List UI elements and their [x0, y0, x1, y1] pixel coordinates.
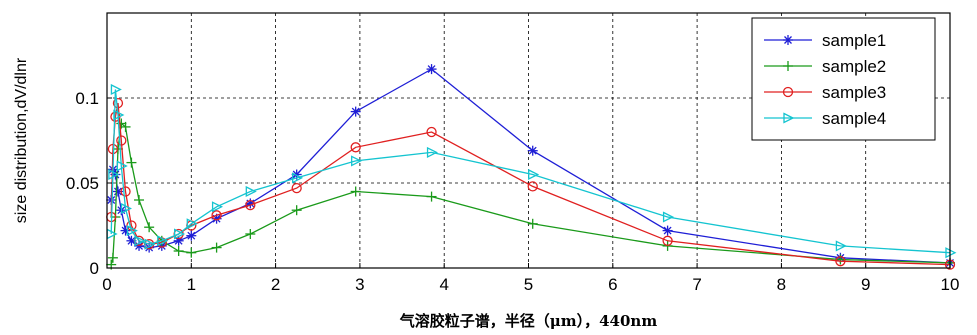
x-tick-label: 10	[941, 275, 960, 294]
data-point-sample3	[350, 142, 361, 153]
data-point-sample1	[662, 225, 673, 236]
data-point-sample4	[120, 202, 132, 215]
data-point-sample4	[108, 168, 120, 181]
x-tick-label: 6	[608, 275, 617, 294]
data-point-sample1	[112, 186, 123, 197]
y-tick-label: 0.05	[66, 174, 99, 193]
data-point-sample2	[126, 157, 137, 168]
x-tick-label: 2	[271, 275, 280, 294]
data-point-sample3	[112, 97, 124, 109]
data-point-sample1	[350, 106, 361, 117]
legend-label: sample2	[822, 57, 886, 76]
data-point-sample3	[245, 199, 256, 211]
data-point-sample4	[211, 201, 224, 213]
legend-entry-sample3: sample3	[764, 83, 886, 102]
data-point-sample1	[527, 145, 538, 156]
data-point-sample3	[120, 186, 131, 197]
x-tick-label: 8	[777, 275, 786, 294]
y-tick-label: 0	[90, 259, 99, 278]
data-point-sample3	[116, 135, 127, 146]
data-point-sample2	[186, 247, 197, 258]
legend-label: sample1	[822, 31, 886, 50]
y-tick-label: 0.1	[75, 89, 99, 108]
series-sample4	[106, 83, 957, 259]
data-point-sample2	[350, 186, 361, 197]
legend-entry-sample4: sample4	[764, 109, 886, 128]
legend-marker	[783, 112, 795, 124]
data-point-sample3	[211, 210, 222, 221]
data-point-sample1	[186, 230, 197, 241]
data-point-sample4	[144, 238, 156, 250]
data-point-sample4	[113, 109, 125, 121]
data-point-sample2	[245, 229, 256, 239]
data-point-sample4	[174, 228, 186, 240]
data-point-sample1	[426, 64, 437, 75]
data-point-sample3	[662, 235, 673, 246]
data-point-sample4	[126, 225, 138, 237]
data-point-sample2	[527, 218, 538, 229]
x-tick-label: 1	[187, 275, 196, 294]
legend-label: sample4	[822, 109, 886, 128]
data-point-sample4	[245, 185, 257, 198]
legend-box	[751, 17, 936, 141]
data-point-sample2	[107, 252, 118, 263]
data-point-sample4	[662, 211, 675, 223]
data-point-sample2	[120, 121, 131, 132]
data-point-sample3	[291, 182, 302, 194]
series-line-sample4	[110, 89, 951, 254]
data-point-sample2	[291, 205, 302, 216]
axis-ticks: 0 1 2 3 4 5 6 7 8 9 10 0 0.05 0.1	[66, 89, 960, 294]
legend: sample1 sample2 sample3 sample4	[751, 17, 936, 141]
data-point-sample4	[116, 160, 128, 172]
data-point-sample4	[157, 235, 169, 247]
data-point-sample2	[211, 242, 222, 253]
x-tick-label: 5	[524, 275, 533, 294]
data-point-sample3	[835, 256, 846, 267]
legend-marker	[783, 61, 793, 71]
legend-marker	[783, 35, 793, 45]
data-point-sample4	[426, 146, 439, 158]
data-point-sample2	[144, 222, 155, 233]
data-point-sample4	[292, 172, 304, 184]
data-point-sample4	[835, 240, 847, 252]
x-axis-label: 气溶胶粒子谱，半径（μm），440nm	[399, 312, 658, 330]
data-point-sample3	[527, 181, 538, 192]
series-layer	[106, 64, 957, 270]
legend-marker	[782, 86, 794, 98]
data-point-sample2	[134, 195, 145, 205]
x-tick-label: 3	[355, 275, 364, 294]
data-point-sample4	[134, 235, 146, 247]
legend-entry-sample1: sample1	[764, 31, 886, 50]
data-point-sample2	[173, 246, 184, 256]
data-point-sample4	[528, 168, 540, 181]
x-tick-label: 7	[692, 275, 701, 294]
x-tick-label: 0	[102, 275, 111, 294]
y-axis-label: size distribution,dV/dlnr	[13, 57, 30, 223]
x-tick-label: 9	[861, 275, 870, 294]
data-point-sample2	[426, 191, 437, 202]
x-tick-label: 4	[439, 275, 448, 294]
data-point-sample4	[110, 83, 122, 96]
data-point-sample4	[186, 218, 198, 230]
data-point-sample3	[426, 126, 437, 138]
data-point-sample4	[351, 155, 363, 167]
legend-label: sample3	[822, 83, 886, 102]
legend-entry-sample2: sample2	[764, 57, 886, 76]
